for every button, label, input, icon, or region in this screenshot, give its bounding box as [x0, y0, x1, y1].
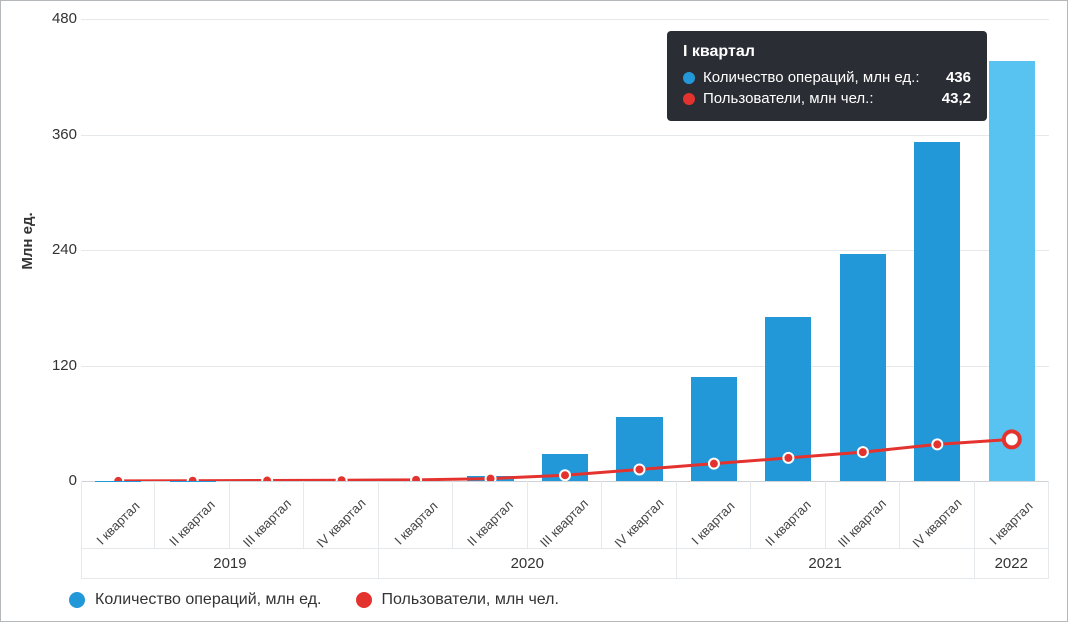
gridline — [81, 366, 1049, 367]
bar[interactable] — [840, 254, 886, 481]
tooltip-value: 43,2 — [942, 90, 971, 107]
y-tick-label: 240 — [27, 241, 77, 258]
bar[interactable] — [989, 61, 1035, 481]
x-quarter-cell: IV квартал — [900, 481, 974, 549]
x-quarter-label: I квартал — [987, 498, 1036, 547]
x-year-cell: 2020 — [379, 549, 677, 579]
x-quarter-cell: I квартал — [677, 481, 751, 549]
x-quarter-label: I квартал — [94, 498, 143, 547]
y-tick-label: 360 — [27, 126, 77, 143]
x-quarter-cell: III квартал — [826, 481, 900, 549]
bar[interactable] — [691, 377, 737, 481]
bar[interactable] — [542, 454, 588, 481]
x-year-cell: 2022 — [975, 549, 1049, 579]
legend-swatch-icon — [69, 592, 85, 608]
x-quarter-label: IV квартал — [909, 495, 964, 550]
x-quarter-cell: II квартал — [155, 481, 229, 549]
x-quarter-label: I квартал — [689, 498, 738, 547]
x-quarter-cell: II квартал — [453, 481, 527, 549]
x-quarter-label: IV квартал — [313, 495, 368, 550]
tooltip-dot-icon — [683, 93, 695, 105]
x-axis-years: 2019202020212022 — [81, 549, 1049, 579]
gridline — [81, 135, 1049, 136]
y-tick-label: 480 — [27, 10, 77, 27]
x-quarter-cell: IV квартал — [602, 481, 676, 549]
x-quarter-label: II квартал — [762, 497, 814, 549]
x-quarter-label: IV квартал — [611, 495, 666, 550]
x-quarter-label: III квартал — [537, 495, 591, 549]
bar[interactable] — [914, 142, 960, 481]
legend-swatch-icon — [356, 592, 372, 608]
bar[interactable] — [616, 417, 662, 481]
x-quarter-cell: II квартал — [751, 481, 825, 549]
bar[interactable] — [765, 317, 811, 481]
x-quarter-label: II квартал — [464, 497, 516, 549]
gridline — [81, 250, 1049, 251]
tooltip: I квартал Количество операций, млн ед.: … — [667, 31, 987, 121]
legend-label: Пользователи, млн чел. — [382, 591, 559, 609]
x-axis-quarters: I квартал II квартал III квартал IV квартал… — [81, 481, 1049, 549]
tooltip-title: I квартал — [683, 43, 971, 61]
x-quarter-label: II квартал — [166, 497, 218, 549]
legend: Количество операций, млн ед. Пользовател… — [69, 591, 559, 609]
x-quarter-label: III квартал — [240, 495, 294, 549]
gridline — [81, 19, 1049, 20]
x-quarter-label: III квартал — [835, 495, 889, 549]
x-year-cell: 2021 — [677, 549, 975, 579]
x-year-cell: 2019 — [81, 549, 379, 579]
x-quarter-cell: I квартал — [81, 481, 155, 549]
x-quarter-cell: III квартал — [528, 481, 602, 549]
tooltip-label: Пользователи, млн чел.: — [703, 90, 934, 107]
tooltip-value: 436 — [946, 69, 971, 86]
x-quarter-cell: III квартал — [230, 481, 304, 549]
legend-label: Количество операций, млн ед. — [95, 591, 322, 609]
x-quarter-cell: I квартал — [379, 481, 453, 549]
x-quarter-label: I квартал — [391, 498, 440, 547]
chart-container: Млн ед. 0120240360480 I кварталII кварта… — [0, 0, 1068, 622]
x-quarter-cell: I квартал — [975, 481, 1049, 549]
legend-item-ops[interactable]: Количество операций, млн ед. — [69, 591, 322, 609]
tooltip-dot-icon — [683, 72, 695, 84]
x-quarter-cell: IV квартал — [304, 481, 378, 549]
y-tick-label: 120 — [27, 357, 77, 374]
y-tick-label: 0 — [27, 472, 77, 489]
tooltip-label: Количество операций, млн ед.: — [703, 69, 938, 86]
legend-item-users[interactable]: Пользователи, млн чел. — [356, 591, 559, 609]
